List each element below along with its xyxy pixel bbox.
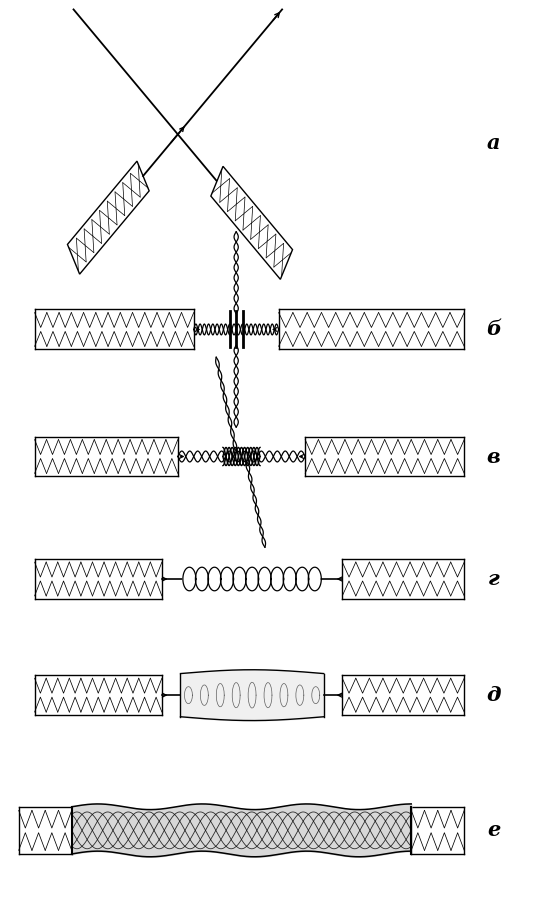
Polygon shape (343, 559, 464, 599)
Polygon shape (245, 567, 258, 591)
Polygon shape (233, 567, 246, 591)
Polygon shape (296, 567, 309, 591)
Text: а: а (487, 133, 500, 153)
Polygon shape (279, 310, 464, 350)
Polygon shape (208, 567, 221, 591)
Polygon shape (68, 161, 149, 274)
Polygon shape (196, 567, 209, 591)
Text: б: б (486, 320, 501, 340)
Polygon shape (35, 310, 193, 350)
Polygon shape (308, 567, 321, 591)
Polygon shape (283, 567, 296, 591)
Polygon shape (35, 676, 162, 715)
Polygon shape (343, 676, 464, 715)
Polygon shape (35, 436, 178, 477)
Text: г: г (488, 569, 500, 589)
Polygon shape (211, 166, 293, 279)
Polygon shape (305, 436, 464, 477)
Polygon shape (220, 567, 234, 591)
Polygon shape (258, 567, 271, 591)
Polygon shape (35, 559, 162, 599)
Text: е: е (487, 821, 500, 840)
Polygon shape (19, 807, 72, 854)
Text: в: в (487, 446, 500, 467)
Polygon shape (183, 567, 196, 591)
Polygon shape (411, 807, 464, 854)
Text: д: д (486, 685, 501, 705)
Polygon shape (271, 567, 284, 591)
